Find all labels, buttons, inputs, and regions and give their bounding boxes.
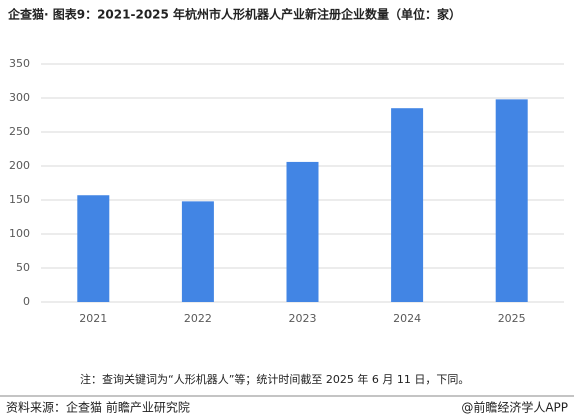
bar	[77, 195, 110, 302]
x-tick-label: 2023	[289, 312, 317, 325]
x-tick-label: 2022	[184, 312, 212, 325]
bar	[391, 108, 424, 302]
y-tick-label: 300	[9, 91, 30, 104]
y-tick-label: 100	[9, 227, 30, 240]
x-tick-label: 2024	[393, 312, 421, 325]
y-tick-label: 250	[9, 125, 30, 138]
bar	[181, 201, 214, 302]
y-tick-label: 350	[9, 57, 30, 70]
x-tick-label: 2021	[79, 312, 107, 325]
source: 资料来源：企查猫 前瞻产业研究院	[6, 400, 190, 415]
x-tick-label: 2025	[498, 312, 526, 325]
bar	[286, 161, 319, 302]
y-tick-label: 0	[23, 295, 30, 308]
chart-title: 企查猫· 图表9：2021-2025 年杭州市人形机器人产业新注册企业数量（单位…	[7, 7, 461, 22]
y-tick-label: 200	[9, 159, 30, 172]
credit: @前瞻经济学人APP	[461, 400, 568, 415]
bar	[495, 99, 528, 302]
y-tick-label: 50	[16, 261, 30, 274]
y-tick-label: 150	[9, 193, 30, 206]
note: 注：查询关键词为“人形机器人”等；统计时间截至 2025 年 6 月 11 日，…	[80, 372, 469, 386]
